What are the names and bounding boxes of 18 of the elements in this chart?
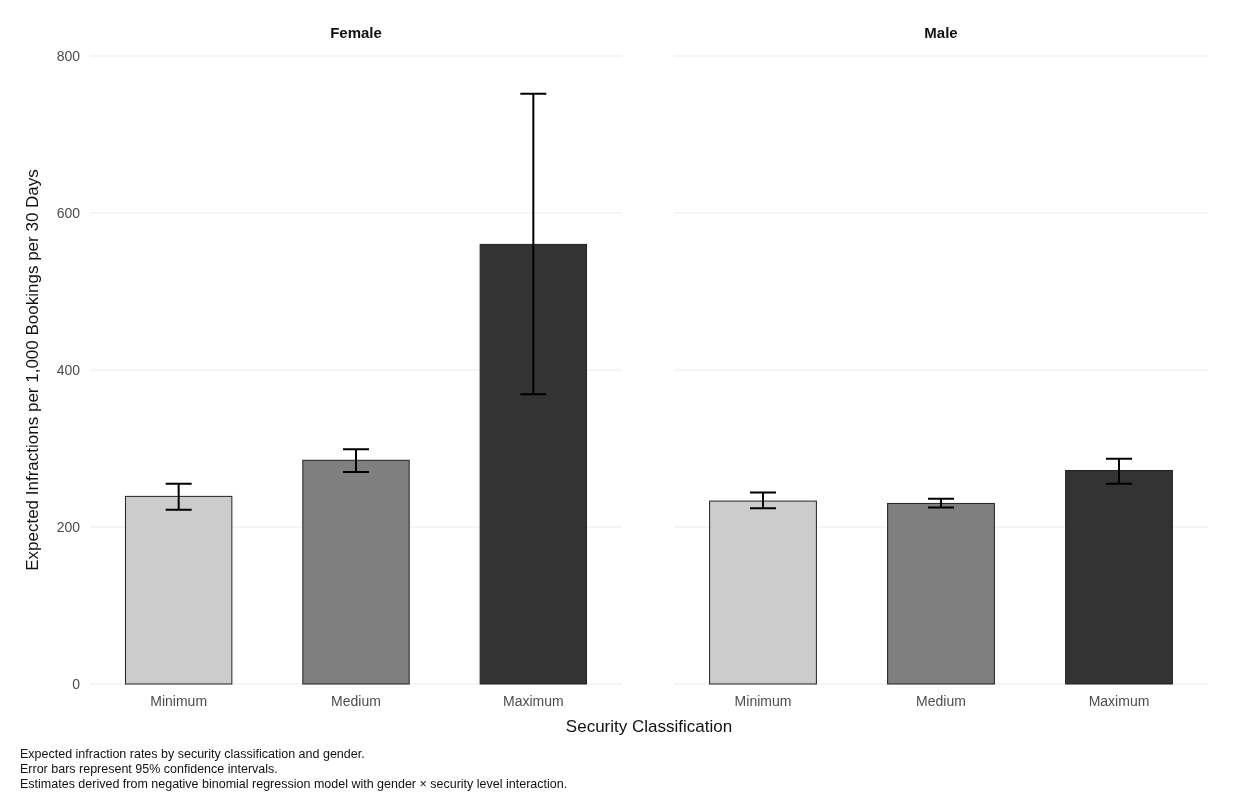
chart-title: Female (330, 24, 382, 41)
x-axis-title: Security Classification (565, 717, 733, 736)
text: Expected infraction rates by security classification and gender. (20, 747, 365, 761)
x-tick-label: Minimum (734, 693, 792, 709)
x-tick-label: Minimum (150, 693, 208, 709)
x-tick-label: Medium (916, 693, 966, 709)
text: Error bars represent 95% confidence intervals. (20, 762, 278, 776)
x-tick-label: Maximum (1088, 693, 1150, 709)
y-tick-label: 600 (56, 204, 81, 221)
x-tick-label: Medium (331, 693, 381, 709)
y-axis-title: Expected Infractions per 1,000 Bookings per 30 Days (23, 169, 42, 571)
y-tick-label: 400 (56, 361, 81, 378)
y-tick-label: 0 (72, 675, 81, 692)
text: Estimates derived from negative binomial regression model with gender × security level interaction. (20, 777, 568, 791)
x-tick-label: Maximum (503, 693, 564, 709)
y-tick-label: 800 (56, 47, 81, 64)
chart-title: Male (924, 24, 958, 41)
y-tick-label: 200 (56, 518, 81, 535)
